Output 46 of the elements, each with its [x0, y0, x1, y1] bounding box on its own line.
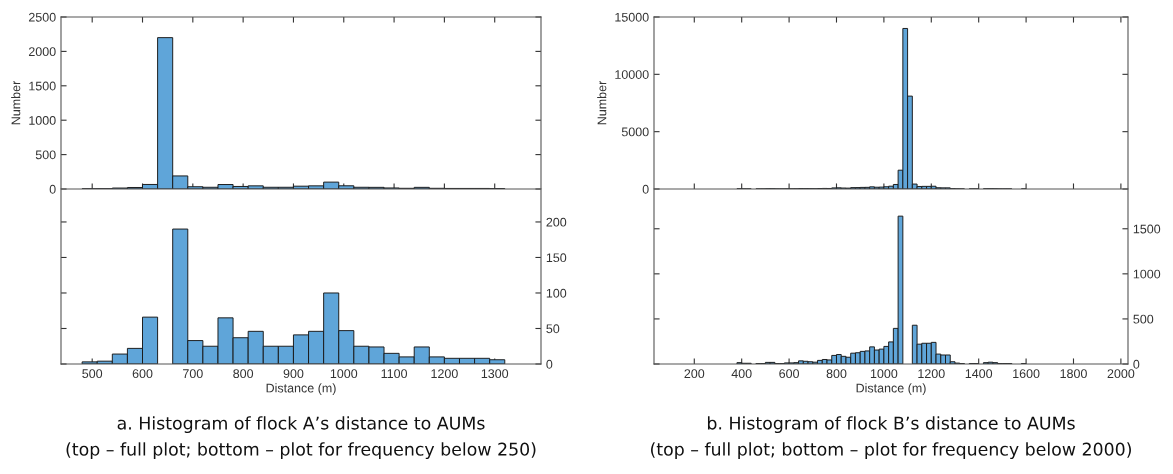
y-tick-label: 150 — [546, 253, 567, 263]
y-axis-title: Number — [597, 80, 607, 125]
x-tick-label: 1100 — [381, 369, 408, 379]
x-tick-label: 1400 — [965, 369, 993, 379]
y-tick-label: 1500 — [29, 81, 56, 91]
y-tick-label: 0 — [1133, 359, 1140, 369]
y-tick-label: 1000 — [29, 116, 56, 125]
y-tick-label: 15000 — [615, 12, 649, 22]
x-tick-label: 2000 — [1107, 369, 1135, 379]
x-tick-label: 400 — [731, 369, 752, 379]
x-tick-label: 600 — [132, 369, 153, 379]
y-tick-label: 50 — [546, 324, 560, 334]
x-tick-label: 1000 — [870, 369, 898, 379]
y-tick-label: 0 — [546, 359, 553, 369]
x-tick-label: 600 — [779, 369, 800, 379]
y-tick-label: 500 — [1133, 314, 1154, 324]
text: b. Histogram of flock B’s distance to AUMs — [707, 416, 1075, 433]
x-tick-label: 1000 — [330, 369, 358, 379]
y-tick-label: 1500 — [1133, 224, 1161, 234]
y-tick-label: 2500 — [28, 12, 56, 22]
y-tick-label: 100 — [546, 288, 567, 298]
x-tick-label: 900 — [283, 369, 304, 379]
text: (top – full plot; bottom – plot for frequency below 250) — [66, 442, 536, 460]
y-tick-label: 500 — [35, 150, 56, 160]
x-axis-title: Distance (m) — [856, 383, 926, 395]
text: (top – full plot; bottom – plot for frequency below 2000) — [651, 442, 1131, 460]
y-tick-label: 0 — [642, 184, 649, 194]
x-tick-label: 1200 — [918, 369, 945, 379]
x-tick-label: 1600 — [1013, 369, 1040, 379]
x-tick-label: 800 — [233, 369, 254, 379]
y-tick-label: 10000 — [615, 70, 649, 79]
y-tick-label: 5000 — [621, 127, 649, 137]
text: a. Histogram of flock A’s distance to AUMs — [117, 416, 485, 433]
y-tick-label: 2000 — [28, 47, 56, 57]
y-tick-label: 0 — [49, 184, 56, 194]
x-tick-label: 1800 — [1060, 369, 1087, 379]
x-tick-label: 500 — [82, 369, 103, 379]
y-axis-title: Number — [11, 80, 21, 125]
x-tick-label: 800 — [826, 369, 847, 379]
x-tick-label: 700 — [183, 369, 203, 379]
x-tick-label: 1300 — [481, 369, 509, 379]
y-tick-label: 1000 — [1133, 269, 1161, 279]
x-tick-label: 200 — [684, 369, 705, 379]
x-tick-label: 1200 — [431, 369, 458, 379]
y-tick-label: 200 — [546, 217, 567, 227]
x-axis-title: Distance (m) — [266, 383, 336, 395]
